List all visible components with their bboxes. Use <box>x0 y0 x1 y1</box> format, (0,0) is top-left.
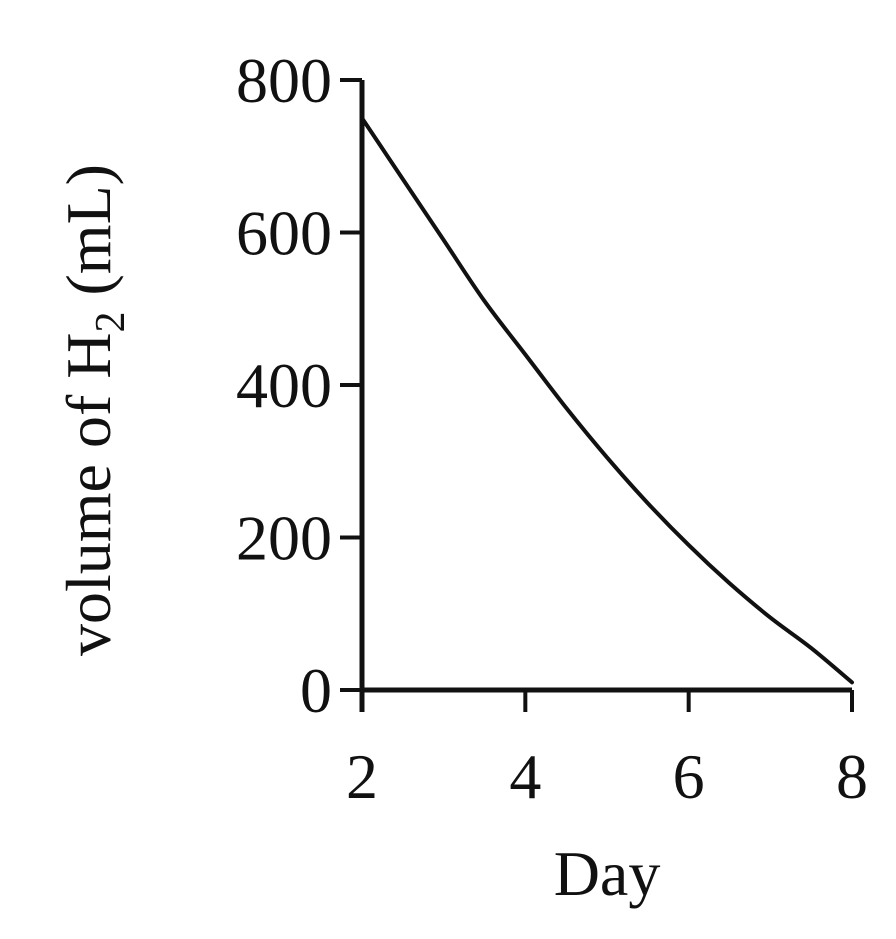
y-tick-label: 400 <box>236 350 332 421</box>
y-tick-label: 0 <box>300 655 332 726</box>
y-axis-title-suffix: (mL) <box>53 164 124 312</box>
y-tick-label: 600 <box>236 198 332 269</box>
y-axis-title: volume of H2 (mL) <box>53 164 134 656</box>
x-ticks: 2 4 6 8 <box>346 690 868 812</box>
axes <box>359 80 852 712</box>
y-axis-title-subscript: 2 <box>88 312 134 333</box>
y-axis-title-prefix: volume of H <box>53 333 124 657</box>
x-tick-label: 6 <box>673 741 705 812</box>
series-line <box>360 116 854 685</box>
series-layer <box>360 116 854 685</box>
x-tick-label: 4 <box>509 741 541 812</box>
x-tick-label: 2 <box>346 741 378 812</box>
y-tick-label: 200 <box>236 503 332 574</box>
y-ticks: 0 200 400 600 800 <box>236 45 362 726</box>
x-axis-title: Day <box>554 838 661 909</box>
x-tick-label: 8 <box>836 741 868 812</box>
y-tick-label: 800 <box>236 45 332 116</box>
